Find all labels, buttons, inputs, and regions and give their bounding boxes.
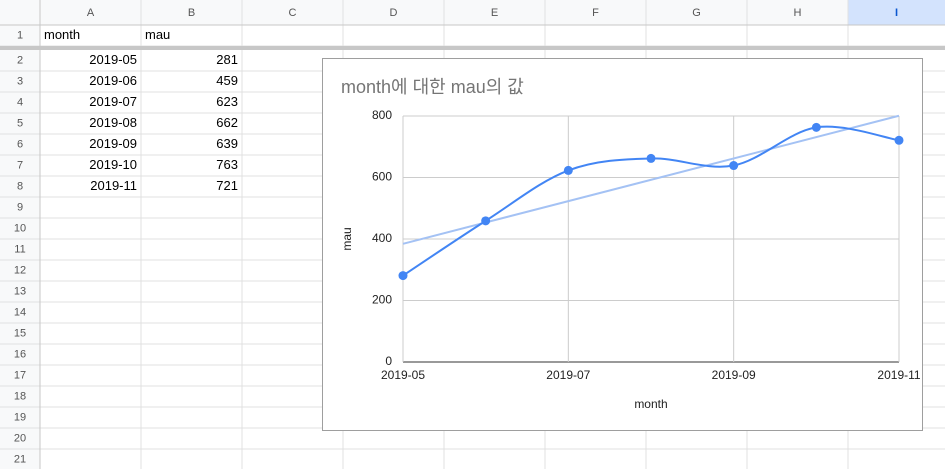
cell: 2019-11 xyxy=(90,178,137,193)
cell: mau xyxy=(145,27,170,42)
cell: 2019-05 xyxy=(89,52,137,67)
row-header: 3 xyxy=(17,75,23,87)
x-tick-label: 2019-09 xyxy=(712,368,756,382)
data-point xyxy=(646,153,656,163)
chart-title: month에 대한 mau의 값 xyxy=(341,77,524,97)
row-header: 7 xyxy=(17,159,23,171)
column-header: I xyxy=(895,7,898,19)
cell: month xyxy=(44,27,80,42)
x-tick-label: 2019-11 xyxy=(877,368,920,382)
row-header: 1 xyxy=(17,29,23,41)
cell: 2019-09 xyxy=(89,136,137,151)
column-header: A xyxy=(87,7,95,19)
row-header: 12 xyxy=(14,264,26,276)
y-tick-label: 600 xyxy=(372,170,392,184)
frozen-divider xyxy=(0,46,945,50)
data-point xyxy=(894,135,904,145)
row-header: 13 xyxy=(14,285,26,297)
cell: 2019-06 xyxy=(89,73,137,88)
column-header: D xyxy=(390,7,398,19)
y-axis-title: mau xyxy=(340,227,354,250)
row-header: 21 xyxy=(14,453,26,465)
selected-column-header xyxy=(848,0,945,25)
row-header: 14 xyxy=(14,306,26,318)
column-header: B xyxy=(188,7,195,19)
data-point xyxy=(481,216,491,226)
column-header: C xyxy=(289,7,297,19)
column-header: E xyxy=(491,7,498,19)
row-header: 10 xyxy=(14,222,26,234)
cell: 2019-08 xyxy=(89,115,137,130)
y-tick-label: 400 xyxy=(372,231,392,245)
y-tick-label: 800 xyxy=(372,108,392,122)
row-header: 17 xyxy=(14,369,26,381)
row-header: 4 xyxy=(17,96,23,108)
cell: 623 xyxy=(216,94,238,109)
data-point xyxy=(563,165,573,175)
cell: 763 xyxy=(216,157,238,172)
chart-frame xyxy=(322,58,923,431)
cell: 281 xyxy=(216,52,238,67)
column-header-bar xyxy=(0,0,945,25)
x-tick-label: 2019-05 xyxy=(381,368,425,382)
cell: 2019-10 xyxy=(89,157,137,172)
column-header: F xyxy=(592,7,599,19)
row-header: 15 xyxy=(14,327,26,339)
cell: 639 xyxy=(216,136,238,151)
row-header: 6 xyxy=(17,138,23,150)
row-header: 18 xyxy=(14,390,26,402)
chart: month에 대한 mau의 값 0 200 400 600 800 2019-05 2019… xyxy=(322,58,923,431)
row-header-bar xyxy=(0,0,40,469)
data-point xyxy=(398,271,408,281)
row-header: 11 xyxy=(14,243,25,255)
y-tick-label: 0 xyxy=(385,354,392,368)
y-tick-label: 200 xyxy=(372,293,392,307)
x-axis-title: month xyxy=(634,397,667,411)
column-header: H xyxy=(794,7,802,19)
row-header: 5 xyxy=(17,117,23,129)
row-header: 2 xyxy=(17,54,23,66)
row-header: 20 xyxy=(14,432,26,444)
row-header: 16 xyxy=(14,348,26,360)
data-point xyxy=(811,122,821,132)
cell: 2019-07 xyxy=(89,94,137,109)
row-header: 19 xyxy=(14,411,26,423)
cell: 662 xyxy=(216,115,238,130)
cell: 459 xyxy=(216,73,238,88)
row-header: 9 xyxy=(17,201,23,213)
x-tick-label: 2019-07 xyxy=(546,368,590,382)
column-header: G xyxy=(692,7,701,19)
row-header: 8 xyxy=(17,180,23,192)
data-point xyxy=(729,161,739,171)
cell: 721 xyxy=(216,178,238,193)
